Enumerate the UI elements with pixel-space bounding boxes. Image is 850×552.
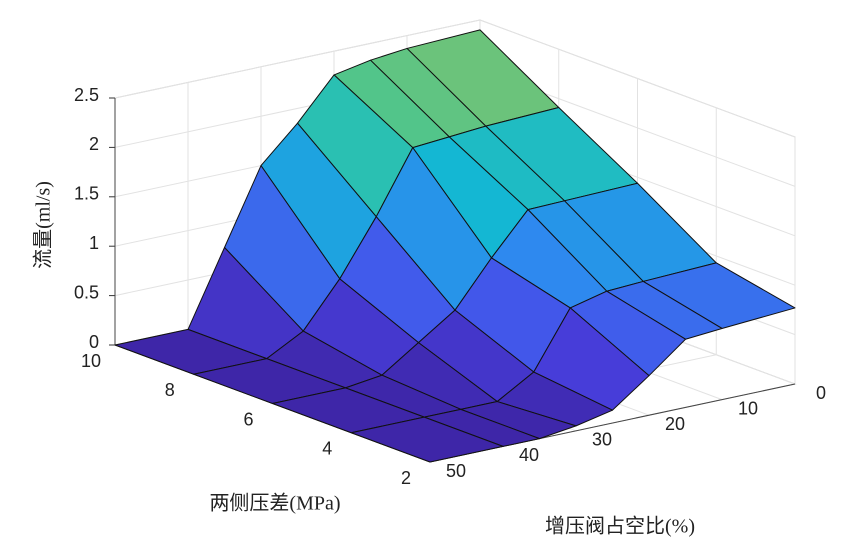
y-tick-label: 6: [243, 409, 253, 429]
y-tick-label: 8: [165, 380, 175, 400]
z-tick-label: 0.5: [74, 282, 99, 302]
x-tick-label: 50: [446, 461, 466, 481]
z-tick-label: 2.5: [74, 85, 99, 105]
y-tick-label: 2: [401, 468, 411, 488]
x-tick-label: 20: [665, 414, 685, 434]
y-axis-label: 两侧压差(MPa): [209, 492, 340, 515]
z-axis-label: 流量(ml/s): [32, 181, 55, 269]
x-tick-label: 10: [738, 398, 758, 418]
z-tick-label: 2: [89, 134, 99, 154]
x-tick-label: 0: [816, 383, 826, 403]
grid-line: [114, 19, 481, 99]
x-tick-label: 30: [592, 430, 612, 450]
y-tick-label: 10: [81, 351, 101, 371]
x-axis-label: 增压阀占空比(%): [545, 515, 695, 538]
z-tick-label: 1: [89, 233, 99, 253]
surface: [114, 29, 796, 463]
surface-face: [350, 416, 504, 463]
y-tick-label: 4: [322, 439, 332, 459]
z-tick-label: 1.5: [74, 184, 99, 204]
x-tick-label: 40: [519, 445, 539, 465]
z-tick-label: 0: [89, 332, 99, 352]
